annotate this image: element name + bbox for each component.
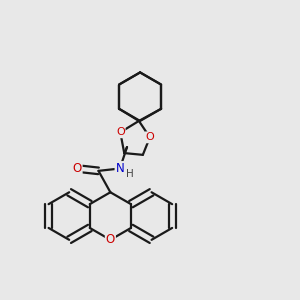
Text: N: N [116,162,124,175]
Text: O: O [116,127,125,137]
Text: O: O [106,233,115,246]
Text: O: O [73,162,82,175]
Text: O: O [146,132,154,142]
Text: H: H [126,169,134,179]
